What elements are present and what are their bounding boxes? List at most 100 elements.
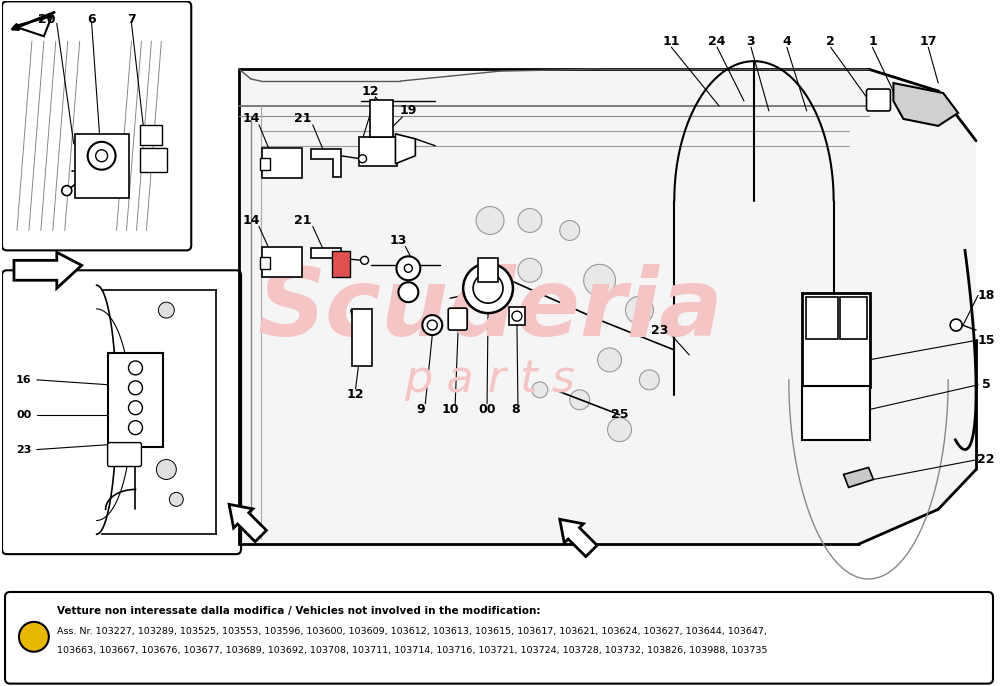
Text: 2: 2 <box>826 35 835 48</box>
Text: 00: 00 <box>478 403 496 416</box>
Text: 6: 6 <box>87 13 96 26</box>
FancyBboxPatch shape <box>75 134 129 198</box>
Circle shape <box>512 311 522 321</box>
Polygon shape <box>14 252 82 288</box>
Circle shape <box>169 493 183 506</box>
Text: 15: 15 <box>977 333 995 346</box>
Polygon shape <box>395 134 415 164</box>
Text: A: A <box>28 629 40 644</box>
FancyBboxPatch shape <box>262 248 302 277</box>
FancyBboxPatch shape <box>2 1 191 250</box>
FancyBboxPatch shape <box>108 442 141 466</box>
Text: 8: 8 <box>512 403 520 416</box>
Text: 7: 7 <box>127 13 136 26</box>
Text: 22: 22 <box>977 453 995 466</box>
Text: 23: 23 <box>16 445 32 455</box>
Circle shape <box>96 150 108 162</box>
Circle shape <box>422 315 442 335</box>
FancyBboxPatch shape <box>108 353 163 447</box>
FancyBboxPatch shape <box>840 297 867 339</box>
FancyBboxPatch shape <box>2 270 241 554</box>
FancyBboxPatch shape <box>802 386 870 440</box>
Text: 11: 11 <box>663 35 680 48</box>
Circle shape <box>584 264 616 296</box>
Circle shape <box>129 401 142 415</box>
Text: 12: 12 <box>347 388 364 401</box>
Polygon shape <box>844 467 873 488</box>
Circle shape <box>518 259 542 282</box>
Text: Ass. Nr. 103227, 103289, 103525, 103553, 103596, 103600, 103609, 103612, 103613,: Ass. Nr. 103227, 103289, 103525, 103553,… <box>57 627 767 637</box>
Text: 17: 17 <box>920 35 937 48</box>
Circle shape <box>158 302 174 318</box>
Text: Scuderia: Scuderia <box>257 264 723 356</box>
Circle shape <box>404 264 412 272</box>
FancyBboxPatch shape <box>260 158 270 169</box>
FancyBboxPatch shape <box>509 307 525 325</box>
FancyBboxPatch shape <box>262 147 302 178</box>
FancyBboxPatch shape <box>332 251 350 277</box>
FancyBboxPatch shape <box>478 259 498 282</box>
Circle shape <box>625 296 653 324</box>
FancyBboxPatch shape <box>140 147 167 172</box>
Text: p a r t s: p a r t s <box>405 358 575 401</box>
FancyBboxPatch shape <box>260 257 270 270</box>
Text: 3: 3 <box>747 35 755 48</box>
Circle shape <box>608 418 631 442</box>
FancyBboxPatch shape <box>448 308 467 330</box>
Text: 9: 9 <box>416 403 425 416</box>
Text: 12: 12 <box>362 84 379 97</box>
Circle shape <box>598 348 622 372</box>
Circle shape <box>463 263 513 313</box>
Circle shape <box>359 155 367 163</box>
Circle shape <box>129 381 142 394</box>
Text: 00: 00 <box>16 410 32 420</box>
Polygon shape <box>311 149 341 177</box>
FancyBboxPatch shape <box>370 100 393 137</box>
Text: Vetture non interessate dalla modifica / Vehicles not involved in the modificati: Vetture non interessate dalla modifica /… <box>57 606 540 616</box>
Circle shape <box>518 209 542 233</box>
Text: 18: 18 <box>977 289 995 302</box>
Text: 21: 21 <box>294 214 312 227</box>
Polygon shape <box>229 504 266 542</box>
Circle shape <box>156 460 176 480</box>
Polygon shape <box>560 519 597 556</box>
Text: 5: 5 <box>982 379 990 391</box>
Circle shape <box>62 186 72 196</box>
Text: 24: 24 <box>708 35 726 48</box>
Text: 23: 23 <box>651 324 668 337</box>
Text: 13: 13 <box>390 234 407 247</box>
Polygon shape <box>239 69 976 544</box>
Circle shape <box>361 257 369 264</box>
Circle shape <box>570 390 590 410</box>
FancyBboxPatch shape <box>140 125 162 145</box>
Text: 20: 20 <box>38 13 56 26</box>
Circle shape <box>398 282 418 302</box>
Polygon shape <box>311 248 341 276</box>
Circle shape <box>532 382 548 398</box>
FancyBboxPatch shape <box>5 592 993 684</box>
FancyBboxPatch shape <box>867 89 890 111</box>
Circle shape <box>639 370 659 390</box>
Text: 25: 25 <box>611 408 628 421</box>
Circle shape <box>396 257 420 281</box>
Circle shape <box>476 206 504 235</box>
Text: 10: 10 <box>441 403 459 416</box>
Text: 16: 16 <box>16 375 32 385</box>
Circle shape <box>950 319 962 331</box>
Text: 103663, 103667, 103676, 103677, 103689, 103692, 103708, 103711, 103714, 103716, : 103663, 103667, 103676, 103677, 103689, … <box>57 646 767 655</box>
Circle shape <box>88 142 116 169</box>
Text: 21: 21 <box>294 113 312 126</box>
Text: 1: 1 <box>868 35 877 48</box>
FancyBboxPatch shape <box>802 293 870 387</box>
FancyBboxPatch shape <box>352 309 372 366</box>
FancyBboxPatch shape <box>806 297 838 339</box>
FancyBboxPatch shape <box>359 137 397 166</box>
Circle shape <box>560 220 580 240</box>
Text: 14: 14 <box>242 113 260 126</box>
Circle shape <box>427 320 437 330</box>
Circle shape <box>129 421 142 435</box>
Circle shape <box>19 622 49 652</box>
Polygon shape <box>14 16 52 36</box>
Polygon shape <box>893 83 958 126</box>
Circle shape <box>473 273 503 303</box>
